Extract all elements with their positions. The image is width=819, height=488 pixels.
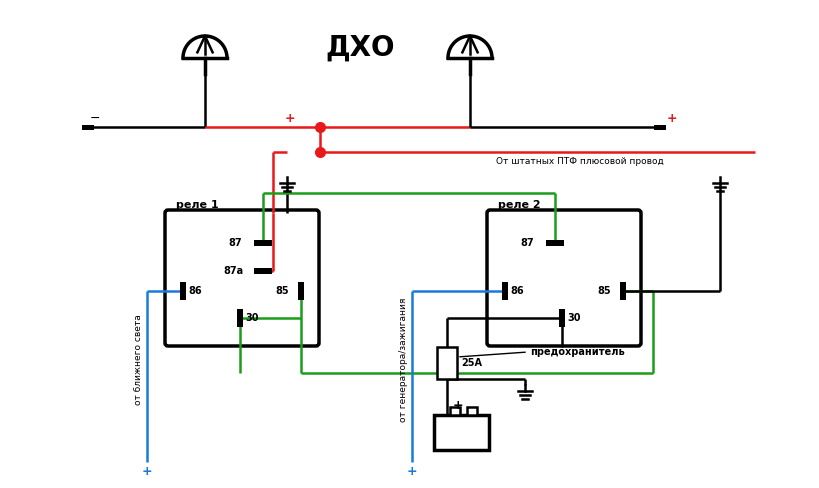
Text: +: + [452,400,463,412]
Text: +: + [284,111,295,124]
Bar [434,415,489,450]
Text: 87: 87 [519,238,533,248]
Bar [82,124,94,129]
Text: ДХО: ДХО [325,34,394,62]
Text: 30: 30 [245,313,259,323]
Text: реле 1: реле 1 [176,200,219,210]
Text: +: + [142,466,152,479]
Text: 85: 85 [597,286,610,296]
Text: от ближнего света: от ближнего света [134,315,143,406]
Text: 87: 87 [228,238,242,248]
Bar [180,282,186,300]
Text: +: + [666,111,676,124]
Bar [297,282,304,300]
Bar [501,282,508,300]
Text: От штатных ПТФ плюсовой провод: От штатных ПТФ плюсовой провод [495,158,663,166]
Bar [467,407,477,415]
Text: 25А: 25А [460,358,482,368]
Bar [254,240,272,246]
Bar [619,282,625,300]
Bar [254,268,272,274]
Text: 85: 85 [275,286,288,296]
Bar [559,309,564,327]
Bar [237,309,242,327]
Text: 86: 86 [188,286,201,296]
Text: реле 2: реле 2 [497,200,540,210]
Text: −: − [89,111,100,124]
Bar [437,347,456,379]
Text: 30: 30 [567,313,580,323]
Text: 87a: 87a [223,266,242,276]
FancyBboxPatch shape [165,210,319,346]
Bar [654,124,665,129]
Text: 86: 86 [509,286,523,296]
Bar [545,240,563,246]
Text: от генератора/зажигания: от генератора/зажигания [399,298,408,422]
Bar [450,407,459,415]
Text: +: + [406,466,417,479]
FancyBboxPatch shape [486,210,640,346]
Text: предохранитель: предохранитель [529,347,624,357]
